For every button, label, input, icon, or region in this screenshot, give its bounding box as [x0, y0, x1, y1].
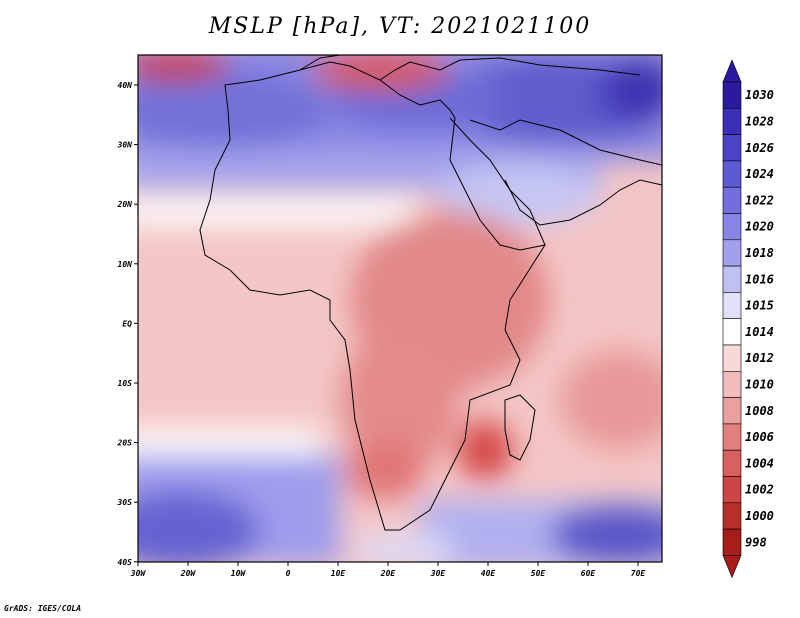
x-tick-label: 10W [231, 569, 247, 578]
colorbar-label: 1012 [745, 351, 774, 365]
x-tick-label: 60E [581, 569, 596, 578]
colorbar-label: 1002 [745, 483, 774, 497]
y-tick-label: 20N [117, 200, 133, 209]
y-tick-label: 20S [117, 439, 133, 448]
colorbar-swatch [722, 108, 742, 135]
colorbar: 1030 1028 1026 1024 1022 1020 1018 1016 1015 1014… [722, 59, 774, 579]
colorbar-swatch [722, 239, 742, 267]
map-title: MSLP [hPa], VT: 2021021100 [208, 14, 592, 39]
y-tick-label: 10N [118, 260, 133, 269]
triangle-down-icon [722, 555, 742, 579]
colorbar-swatch [722, 318, 742, 346]
x-axis: 30W 20W 10W 0 10E 20E 30E 40E 50E 60E 70E [130, 562, 646, 578]
colorbar-label: 1010 [745, 377, 774, 391]
y-tick-label: 40N [118, 81, 133, 90]
colorbar-swatch [722, 502, 742, 530]
x-tick-label: 10E [331, 569, 346, 578]
colorbar-label: 1020 [745, 220, 774, 234]
colorbar-label: 1022 [745, 193, 774, 207]
colorbar-swatch [722, 160, 742, 188]
coastlines [199, 55, 662, 531]
colorbar-swatch [722, 265, 742, 293]
y-tick-label: 40S [118, 558, 133, 567]
y-tick-label: 10S [118, 379, 133, 388]
colorbar-swatch [722, 344, 742, 372]
y-tick-label: 30S [117, 498, 133, 507]
colorbar-swatch [722, 528, 742, 556]
colorbar-label: 1015 [745, 299, 774, 313]
y-axis: 40N 30N 20N 10N EQ 10S 20S 30S 40S [117, 81, 138, 567]
colorbar-label: 998 [745, 535, 767, 549]
x-tick-label: 20E [380, 569, 396, 578]
triangle-up-icon [722, 59, 742, 83]
pressure-field [138, 55, 662, 562]
colorbar-swatch [722, 292, 742, 319]
colorbar-label: 1000 [745, 509, 774, 523]
colorbar-swatch [722, 449, 742, 477]
x-tick-label: 30E [430, 569, 446, 578]
colorbar-label: 1008 [745, 404, 774, 418]
colorbar-label: 1014 [745, 325, 774, 339]
x-tick-label: 30W [130, 569, 147, 578]
colorbar-swatch [722, 423, 742, 451]
colorbar-label: 1016 [745, 272, 774, 286]
colorbar-label: 1018 [745, 246, 774, 260]
colorbar-label: 1004 [745, 456, 774, 470]
colorbar-label: 1028 [745, 114, 774, 128]
map-frame [137, 54, 663, 563]
colorbar-swatch [722, 370, 742, 398]
colorbar-label: 1026 [745, 141, 774, 155]
colorbar-label: 1006 [745, 430, 774, 444]
colorbar-swatch [722, 397, 742, 425]
x-tick-label: 70E [631, 569, 646, 578]
x-tick-label: 0 [286, 569, 291, 578]
colorbar-swatch [722, 81, 742, 109]
x-tick-label: 20W [180, 569, 197, 578]
colorbar-label: 1030 [745, 88, 774, 102]
y-tick-label: EQ [122, 319, 132, 328]
colorbar-swatch [722, 186, 742, 214]
x-tick-label: 50E [531, 569, 546, 578]
footer-credit: GrADS: IGES/COLA [4, 604, 82, 613]
colorbar-swatch [722, 213, 742, 241]
y-tick-label: 30N [117, 141, 133, 150]
x-tick-label: 40E [481, 569, 496, 578]
colorbar-label: 1024 [745, 167, 774, 181]
colorbar-swatch [722, 134, 742, 162]
colorbar-swatch [722, 476, 742, 504]
